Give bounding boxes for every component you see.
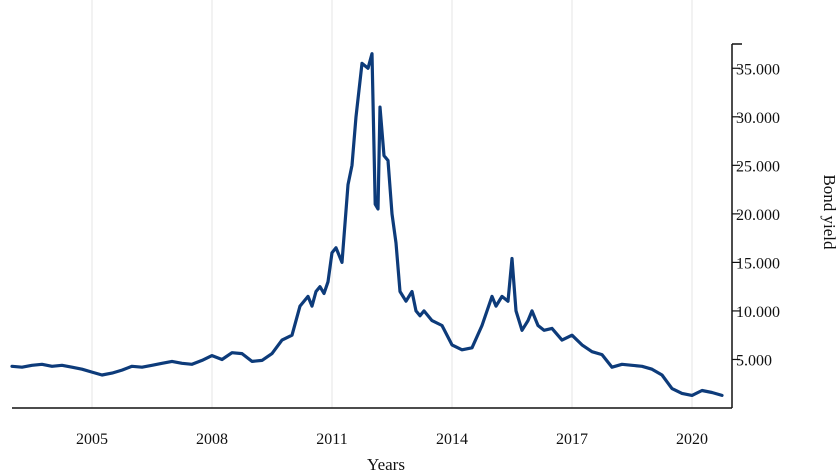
series-line	[10, 52, 724, 397]
y-tick-label: 15.000	[736, 255, 780, 272]
y-axis: 5.000 10.000 15.000 20.000 25.000 30.000 35.00…	[731, 43, 780, 408]
y-tick-label: 25.000	[736, 158, 780, 175]
grid-lines	[91, 0, 693, 408]
x-tick-label: 2008	[196, 431, 228, 448]
y-tick-label: 20.000	[736, 207, 780, 224]
y-tick-label: 5.000	[736, 352, 772, 369]
y-axis-title: Bond yield	[820, 174, 839, 250]
y-tick-label: 35.000	[736, 61, 780, 78]
y-tick-label: 10.000	[736, 304, 780, 321]
x-tick-label: 2017	[556, 431, 588, 448]
x-axis-title: Years	[367, 455, 405, 474]
x-axis: 2005 2008 2011 2014 2017 2020	[12, 407, 732, 448]
x-tick-label: 2020	[676, 431, 708, 448]
y-tick-label: 30.000	[736, 110, 780, 127]
series-lines	[10, 52, 724, 397]
x-tick-label: 2014	[436, 431, 468, 448]
x-tick-label: 2005	[76, 431, 108, 448]
x-tick-label: 2011	[316, 431, 347, 448]
